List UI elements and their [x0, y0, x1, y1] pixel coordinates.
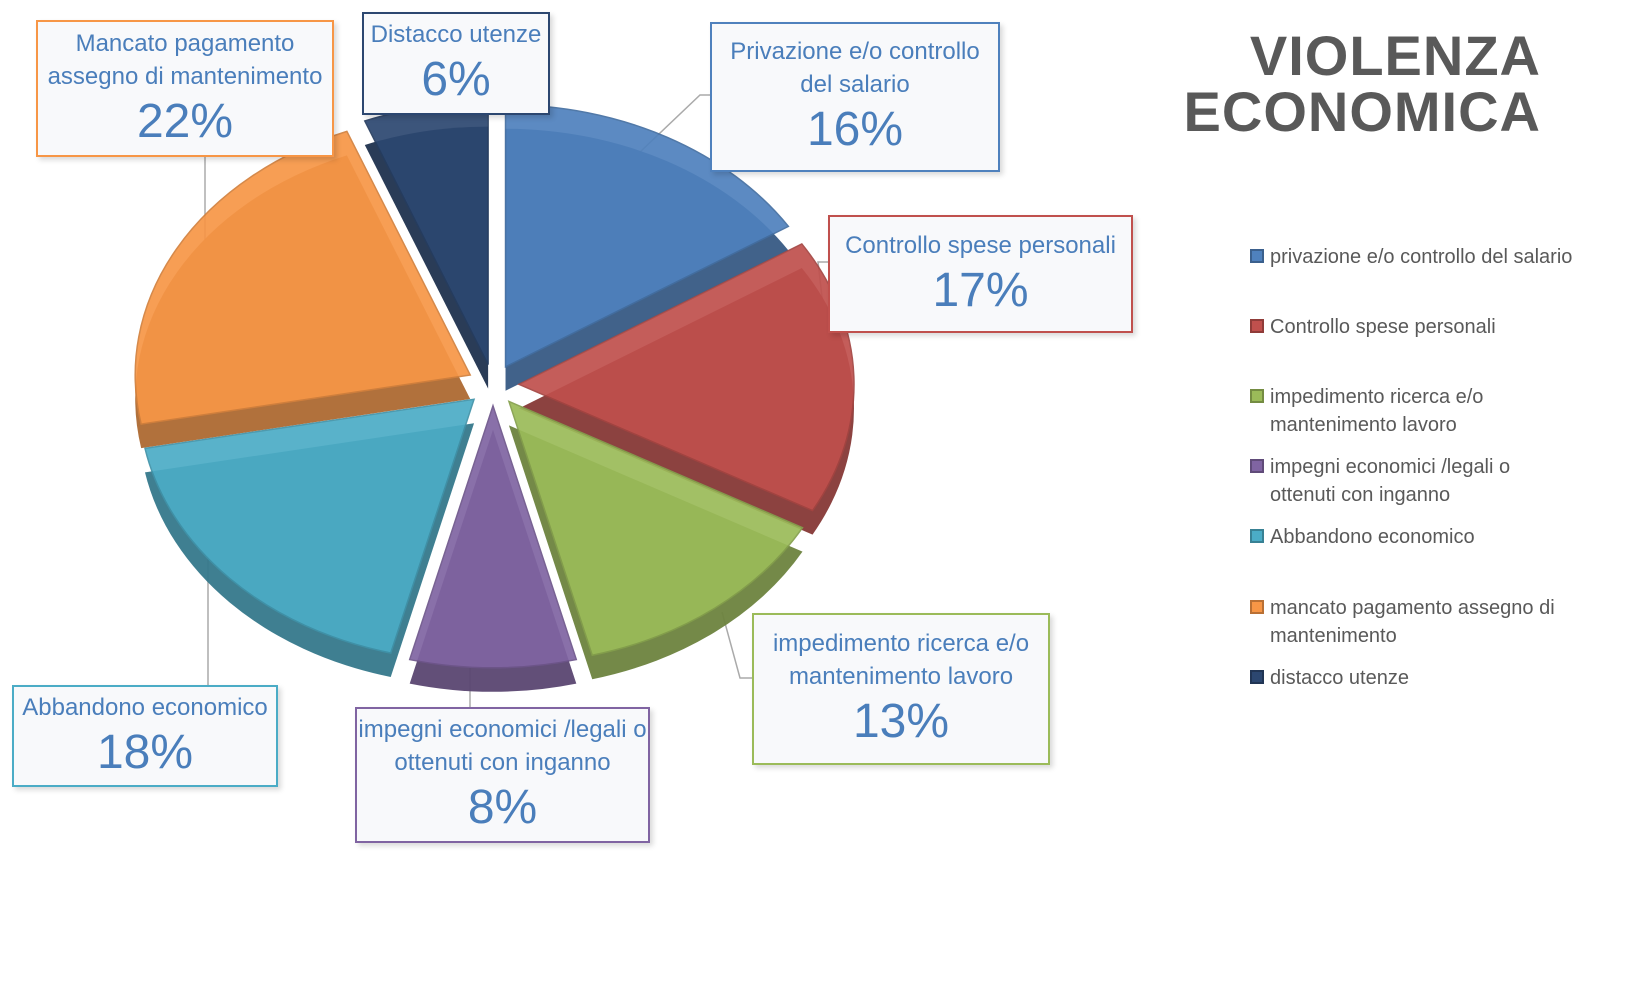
- legend-label: impegni economici /legali o ottenuti con…: [1270, 456, 1511, 506]
- data-label-value: 18%: [96, 725, 194, 779]
- slice: [517, 243, 855, 512]
- legend-swatch: [1250, 600, 1264, 614]
- legend-item: impegni economici /legali o ottenuti con…: [1250, 453, 1580, 509]
- data-label-name: Privazione e/o controllo del salario: [730, 38, 980, 98]
- legend-item: Abbandono economico: [1250, 523, 1580, 551]
- data-label: impedimento ricerca e/o mantenimento lav…: [752, 613, 1050, 765]
- legend-item: distacco utenze: [1250, 664, 1580, 692]
- leader-line: [639, 94, 710, 153]
- legend-swatch: [1250, 529, 1264, 543]
- data-label: Mancato pagamento assegno di manteniment…: [36, 20, 334, 157]
- data-label: Abbandono economico 18%: [12, 685, 278, 787]
- data-label: impegni economici /legali o ottenuti con…: [355, 707, 650, 843]
- legend-item: mancato pagamento assegno di manteniment…: [1250, 594, 1580, 650]
- leader-line: [721, 611, 752, 679]
- data-label-value: 22%: [136, 94, 234, 148]
- data-label-value: 6%: [421, 53, 491, 106]
- legend-swatch: [1250, 249, 1264, 263]
- legend-label: impedimento ricerca e/o mantenimento lav…: [1270, 386, 1484, 436]
- legend-item: Controllo spese personali: [1250, 313, 1580, 341]
- data-label-value: 17%: [932, 263, 1029, 317]
- data-label: Controllo spese personali 17%: [828, 215, 1133, 333]
- legend-swatch: [1250, 319, 1264, 333]
- legend-label: Controllo spese personali: [1270, 316, 1496, 338]
- legend-swatch: [1250, 459, 1264, 473]
- data-label: Distacco utenze 6%: [362, 12, 550, 115]
- legend-item: impedimento ricerca e/o mantenimento lav…: [1250, 383, 1580, 439]
- legend-swatch: [1250, 389, 1264, 403]
- data-label-name: Mancato pagamento assegno di manteniment…: [47, 29, 323, 90]
- legend-item: privazione e/o controllo del salario: [1250, 243, 1580, 271]
- slice: [507, 400, 804, 657]
- chart-title: VIOLENZA ECONOMICA: [1183, 24, 1541, 143]
- data-label-name: impegni economici /legali o ottenuti con…: [358, 716, 647, 776]
- legend-label: privazione e/o controllo del salario: [1270, 246, 1573, 268]
- data-label: Privazione e/o controllo del salario 16%: [710, 22, 1000, 172]
- legend-swatch: [1250, 670, 1264, 684]
- slice: [408, 403, 578, 669]
- data-label-name: impedimento ricerca e/o mantenimento lav…: [772, 630, 1030, 690]
- data-label-name: Abbandono economico: [22, 693, 268, 721]
- data-label-name: Distacco utenze: [370, 21, 542, 48]
- legend-label: mancato pagamento assegno di manteniment…: [1270, 597, 1555, 647]
- data-label-value: 8%: [467, 781, 538, 834]
- legend-label: Abbandono economico: [1270, 526, 1475, 548]
- data-label-value: 16%: [806, 103, 904, 156]
- slice: [144, 398, 476, 654]
- data-label-name: Controllo spese personali: [845, 231, 1116, 259]
- legend-label: distacco utenze: [1270, 667, 1409, 689]
- data-label-value: 13%: [852, 695, 950, 748]
